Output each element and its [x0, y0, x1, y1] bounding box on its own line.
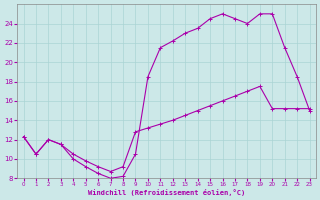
X-axis label: Windchill (Refroidissement éolien,°C): Windchill (Refroidissement éolien,°C): [88, 189, 245, 196]
